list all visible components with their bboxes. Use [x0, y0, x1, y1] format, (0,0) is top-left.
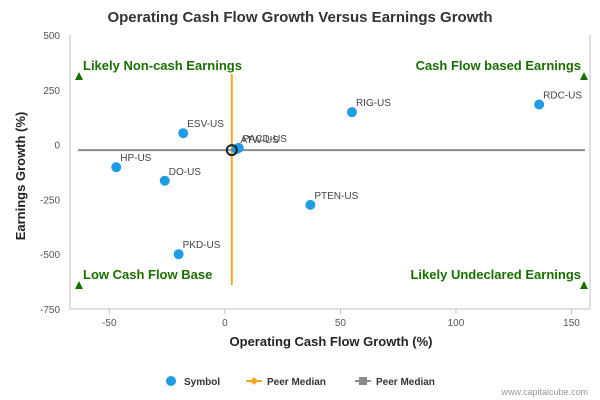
- data-point-hp-us: [111, 162, 122, 173]
- legend: Symbol Peer Median Peer Median: [166, 376, 435, 388]
- quadrant-label-bottom-left: Low Cash Flow Base: [83, 267, 212, 282]
- quadrant-label-bottom-right: Likely Undeclared Earnings: [410, 267, 581, 282]
- y-tick-label: 0: [54, 141, 60, 152]
- legend-symbol-circle-icon: [166, 376, 176, 386]
- triangle-marker-icon: [75, 72, 83, 80]
- data-point-do-us: [159, 175, 170, 186]
- legend-square-icon: [359, 377, 367, 385]
- data-point-label: RIG-US: [356, 98, 391, 109]
- x-tick-label: 150: [563, 318, 580, 329]
- data-point-rdc-us: [534, 99, 545, 110]
- data-point-label: HP-US: [120, 153, 151, 164]
- triangle-marker-icon: [580, 72, 588, 80]
- x-axis-ticks: -50 0 50 100 150: [102, 309, 580, 329]
- triangle-marker-icon: [580, 281, 588, 289]
- data-point-label: PKD-US: [183, 240, 221, 251]
- y-axis-ticks: 500 250 0 -250 -500 -750: [40, 31, 60, 316]
- y-tick-label: 500: [43, 31, 60, 42]
- data-point-esv-us: [178, 128, 189, 139]
- data-point-pten-us: [305, 199, 316, 210]
- x-tick-label: -50: [102, 318, 117, 329]
- reference-lines: [78, 74, 585, 285]
- data-point-label: PACD-US: [243, 134, 288, 145]
- data-point-label: RDC-US: [543, 90, 582, 101]
- legend-label: Peer Median: [267, 377, 326, 388]
- legend-label: Symbol: [184, 377, 220, 388]
- x-axis-title: Operating Cash Flow Growth (%): [230, 334, 433, 349]
- y-tick-label: -750: [40, 305, 60, 316]
- y-tick-label: 250: [43, 86, 60, 97]
- data-point-label: DO-US: [169, 167, 202, 178]
- x-tick-label: 100: [448, 318, 465, 329]
- quadrant-label-top-right: Cash Flow based Earnings: [416, 58, 581, 73]
- data-point-rig-us: [346, 107, 357, 118]
- y-tick-label: -500: [40, 250, 60, 261]
- y-tick-label: -250: [40, 195, 60, 206]
- legend-label: Peer Median: [376, 377, 435, 388]
- legend-diamond-icon: [250, 377, 258, 385]
- y-axis-title: Earnings Growth (%): [13, 112, 28, 241]
- triangle-marker-icon: [75, 281, 83, 289]
- quadrant-labels: Likely Non-cash Earnings Cash Flow based …: [75, 58, 588, 289]
- data-point-label: ATW-US: [240, 135, 279, 146]
- chart-title: Operating Cash Flow Growth Versus Earnin…: [107, 9, 492, 26]
- plot-area: [69, 35, 591, 310]
- credit-text: www.capitalcube.com: [500, 387, 588, 397]
- peer-median-marker: [225, 144, 238, 157]
- data-point-label: PTEN-US: [314, 191, 358, 202]
- x-tick-label: 50: [335, 318, 347, 329]
- quadrant-label-top-left: Likely Non-cash Earnings: [83, 58, 242, 73]
- data-point-label: ESV-US: [187, 119, 224, 130]
- data-point-pkd-us: [173, 249, 184, 260]
- x-tick-label: 0: [222, 318, 228, 329]
